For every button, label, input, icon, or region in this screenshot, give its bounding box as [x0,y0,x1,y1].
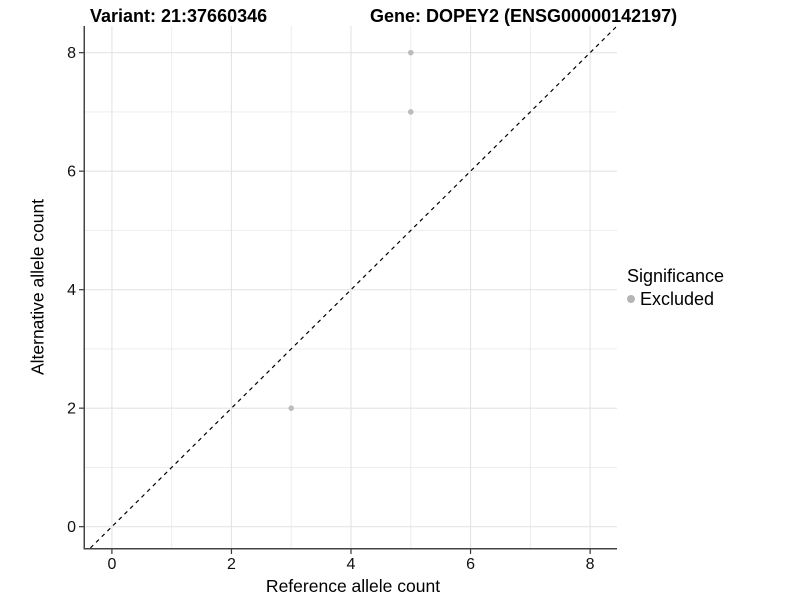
x-tick-label: 0 [107,556,116,573]
data-point [407,109,414,115]
x-tick-label: 2 [227,556,236,573]
y-tick-label: 4 [67,282,76,299]
data-point [288,405,295,411]
y-tick-label: 2 [67,401,76,418]
data-point [407,49,414,56]
x-tick-label: 8 [586,556,595,573]
x-axis-label: Reference allele count [265,576,441,596]
legend-key-dot [627,295,635,303]
legend: Significance Excluded [627,266,724,309]
legend-entry-excluded: Excluded [627,289,724,309]
y-tick-label: 6 [67,164,76,181]
plot-title-gene: Gene: DOPEY2 (ENSG00000142197) [370,6,678,26]
y-tick-label: 8 [67,45,76,62]
x-tick-label: 6 [466,556,475,573]
y-tick-label: 0 [67,519,76,536]
y-axis-label: Alternative allele count [27,198,48,376]
legend-entry-label: Excluded [640,289,715,309]
identity-line [89,25,618,549]
x-tick-label: 4 [347,556,356,573]
plot-title-variant: Variant: 21:37660346 [90,6,268,26]
legend-title: Significance [627,266,725,286]
